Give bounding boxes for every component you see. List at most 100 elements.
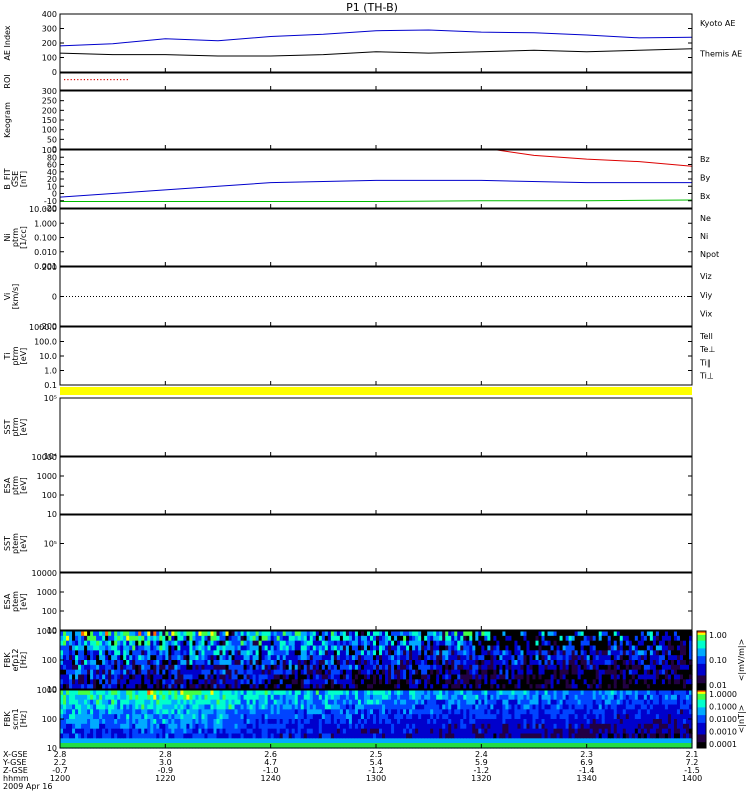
- spectrogram-cell: [288, 733, 293, 739]
- spectrogram-cell: [544, 699, 549, 706]
- spectrogram-cell: [439, 640, 443, 647]
- spectrogram-cell: [496, 674, 500, 680]
- spectrogram-cell: [649, 635, 654, 642]
- spectrogram-cell: [210, 733, 215, 739]
- spectrogram-cell: [117, 660, 121, 666]
- spectrogram-cell: [312, 640, 317, 647]
- spectrogram-cell: [607, 669, 612, 676]
- spectrogram-cell: [445, 733, 449, 739]
- spectrogram-cell: [511, 714, 516, 720]
- spectrogram-cell: [559, 640, 564, 647]
- spectrogram-cell: [294, 714, 299, 720]
- spectrogram-cell: [472, 650, 476, 656]
- spectrogram-cell: [526, 635, 531, 642]
- spectrogram-cell: [267, 660, 272, 666]
- spectrogram-cell: [631, 635, 636, 642]
- spectrogram-cell: [568, 660, 573, 666]
- spectrogram-cell: [96, 738, 100, 744]
- spectrogram-cell: [655, 719, 660, 725]
- spectrogram-cell: [670, 738, 675, 744]
- spectrogram-cell: [216, 723, 221, 730]
- spectrogram-cell: [315, 674, 320, 680]
- spectrogram-cell: [520, 733, 525, 739]
- spectrogram-cell: [571, 719, 576, 725]
- spectrogram-cell: [207, 664, 212, 671]
- spectrogram-cell: [165, 723, 169, 730]
- spectrogram-cell: [120, 655, 124, 661]
- spectrogram-cell: [430, 714, 434, 720]
- spectrogram-cell: [400, 635, 404, 642]
- spectrogram-cell: [442, 723, 446, 730]
- spectrogram-cell: [478, 650, 482, 656]
- spectrogram-cell: [258, 635, 263, 642]
- spectrogram-cell: [123, 723, 127, 730]
- spectrogram-cell: [448, 640, 452, 647]
- spectrogram-cell: [105, 738, 109, 744]
- spectrogram-cell: [81, 669, 85, 676]
- spectrogram-cell: [406, 694, 410, 701]
- spectrogram-cell: [216, 664, 221, 671]
- spectrogram-cell: [138, 655, 142, 661]
- spectrogram-cell: [363, 704, 368, 710]
- spectrogram-cell: [90, 660, 94, 666]
- spectrogram-cell: [93, 719, 97, 725]
- spectrogram-cell: [481, 640, 485, 647]
- spectrogram-cell: [345, 723, 350, 730]
- spectrogram-cell: [403, 631, 407, 637]
- spectrogram-cell: [78, 699, 82, 706]
- spectrogram-cell: [324, 655, 329, 661]
- spectrogram-cell: [105, 690, 109, 696]
- spectrogram-cell: [318, 640, 323, 647]
- spectrogram-cell: [255, 704, 260, 710]
- spectrogram-cell: [348, 645, 353, 651]
- spectrogram-cell: [342, 664, 347, 671]
- spectrogram-cell: [78, 723, 82, 730]
- spectrogram-cell: [658, 640, 663, 647]
- spectrogram-cell: [240, 635, 245, 642]
- spectrogram-cell: [291, 723, 296, 730]
- spectrogram-cell: [369, 709, 374, 715]
- spectrogram-cell: [111, 690, 115, 696]
- spectrogram-cell: [216, 645, 221, 651]
- spectrogram-cell: [102, 719, 106, 725]
- spectrogram-cell: [303, 709, 308, 715]
- spectrogram-cell: [607, 719, 612, 725]
- spectrogram-cell: [616, 660, 621, 666]
- spectrogram-cell: [213, 723, 218, 730]
- spectrogram-cell: [138, 728, 142, 735]
- spectrogram-cell: [99, 679, 103, 685]
- spectrogram-cell: [598, 655, 603, 661]
- spectrogram-cell: [541, 699, 546, 706]
- spectrogram-cell: [237, 684, 242, 690]
- spectrogram-cell: [451, 669, 455, 676]
- spectrogram-cell: [400, 738, 404, 744]
- spectrogram-cell: [198, 655, 203, 661]
- spectrogram-cell: [442, 631, 446, 637]
- spectrogram-cell: [159, 631, 163, 637]
- spectrogram-cell: [96, 728, 100, 735]
- spectrogram-cell: [379, 690, 383, 696]
- spectrogram-cell: [547, 714, 552, 720]
- spectrogram-cell: [439, 645, 443, 651]
- spectrogram-cell: [619, 723, 624, 730]
- spectrogram-cell: [105, 704, 109, 710]
- spectrogram-cell: [237, 655, 242, 661]
- spectrogram-cell: [96, 709, 100, 715]
- spectrogram-cell: [469, 704, 473, 710]
- spectrogram-cell: [138, 664, 142, 671]
- spectrogram-cell: [676, 660, 681, 666]
- spectrogram-cell: [427, 640, 431, 647]
- spectrogram-cell: [652, 674, 657, 680]
- spectrogram-cell: [415, 684, 419, 690]
- spectrogram-cell: [348, 660, 353, 666]
- spectrogram-cell: [90, 699, 94, 706]
- spectrogram-cell: [442, 694, 446, 701]
- spectrogram-cell: [315, 660, 320, 666]
- spectrogram-cell: [321, 635, 326, 642]
- spectrogram-cell: [451, 719, 455, 725]
- spectrogram-cell: [309, 664, 314, 671]
- spectrogram-cell: [78, 690, 82, 696]
- spectrogram-cell: [342, 650, 347, 656]
- spectrogram-cell: [171, 684, 175, 690]
- spectrogram-cell: [360, 660, 365, 666]
